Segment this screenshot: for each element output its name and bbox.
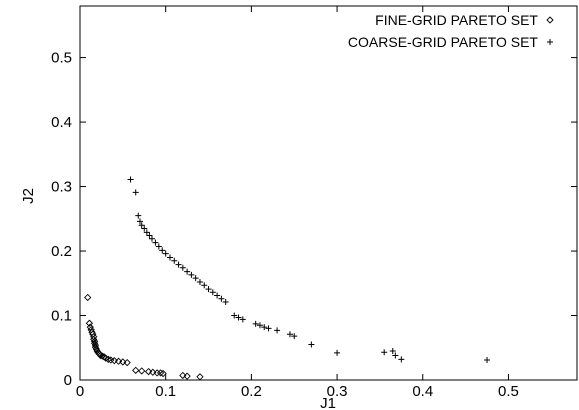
- y-tick-label-4: 0.4: [51, 114, 72, 131]
- fine-point-12: [92, 345, 100, 353]
- x-tick-label-2: 0.2: [241, 383, 262, 400]
- coarse-point-26: [222, 298, 229, 305]
- x-tick-label-1: 0.1: [155, 383, 176, 400]
- y-tick-label-0: 0: [64, 372, 72, 389]
- y-tick-label-2: 0.2: [51, 243, 72, 260]
- y-tick-label-5: 0.5: [51, 50, 72, 67]
- coarse-point-14: [171, 257, 178, 264]
- fine-point-23: [110, 357, 118, 365]
- fine-point-24: [114, 357, 123, 365]
- coarse-point-2: [135, 212, 142, 219]
- coarse-point-3: [136, 218, 143, 225]
- coarse-point-9: [152, 239, 159, 246]
- coarse-point-21: [201, 282, 208, 289]
- coarse-point-36: [291, 333, 298, 340]
- fine-point-36: [196, 373, 204, 381]
- coarse-point-29: [239, 316, 246, 323]
- coarse-point-19: [192, 275, 199, 282]
- coarse-point-34: [274, 327, 281, 334]
- fine-point-9: [90, 339, 99, 347]
- x-tick-label-3: 0.3: [327, 383, 348, 400]
- legend-plus-marker: [547, 39, 553, 45]
- coarse-point-7: [146, 232, 153, 239]
- x-tick-label-4: 0.4: [412, 383, 433, 400]
- coarse-point-27: [231, 312, 238, 319]
- coarse-point-41: [392, 352, 399, 359]
- x-tick-label-0: 0: [76, 383, 84, 400]
- coarse-point-18: [188, 271, 195, 278]
- coarse-point-0: [127, 176, 134, 183]
- coarse-point-11: [159, 247, 166, 254]
- coarse-point-20: [196, 278, 203, 285]
- data-points: [84, 176, 491, 381]
- x-axis-label: J1: [320, 395, 336, 410]
- coarse-point-22: [205, 286, 212, 293]
- series-0: [84, 293, 204, 381]
- fine-point-10: [91, 341, 100, 349]
- coarse-point-42: [398, 356, 405, 363]
- coarse-point-39: [381, 349, 388, 356]
- axis-ticks: 0 0.1 0.2 0.3 0.4 0.5 0 0.1 0.2 0.3 0.4 0.5: [51, 6, 577, 400]
- coarse-point-30: [252, 320, 259, 327]
- coarse-point-37: [308, 341, 315, 348]
- coarse-point-38: [334, 349, 341, 356]
- fine-point-29: [144, 367, 153, 376]
- coarse-point-6: [143, 229, 150, 236]
- coarse-point-5: [141, 225, 148, 232]
- y-axis-label: J2: [20, 188, 37, 204]
- coarse-point-33: [265, 325, 272, 332]
- fine-point-28: [138, 367, 146, 375]
- coarse-point-35: [286, 331, 293, 338]
- legend-marker-fine: [546, 16, 554, 24]
- coarse-point-32: [261, 324, 268, 331]
- coarse-point-8: [148, 235, 155, 242]
- coarse-point-23: [209, 289, 216, 296]
- fine-point-33: [159, 369, 167, 378]
- legend-label-fine: FINE-GRID PARETO SET: [375, 12, 538, 28]
- y-tick-label-3: 0.3: [51, 179, 72, 196]
- coarse-point-1: [132, 189, 139, 196]
- fine-point-32: [156, 369, 165, 377]
- coarse-point-10: [155, 243, 162, 250]
- series-1: [127, 176, 491, 364]
- coarse-point-43: [484, 357, 491, 364]
- fine-point-26: [123, 358, 131, 367]
- coarse-point-40: [389, 347, 396, 354]
- y-tick-label-1: 0.1: [51, 308, 72, 325]
- coarse-point-13: [166, 254, 173, 261]
- fine-point-21: [104, 355, 112, 364]
- fine-point-35: [183, 372, 191, 380]
- coarse-point-28: [235, 314, 242, 321]
- fine-point-0: [84, 293, 92, 302]
- coarse-point-24: [214, 292, 221, 299]
- x-tick-label-5: 0.5: [498, 383, 519, 400]
- fine-point-8: [90, 337, 99, 345]
- fine-point-34: [179, 371, 187, 380]
- legend-marker-coarse: [547, 39, 553, 45]
- coarse-point-17: [184, 268, 191, 275]
- plot-area: [79, 5, 578, 381]
- fine-point-25: [119, 358, 127, 366]
- legend-label-coarse: COARSE-GRID PARETO SET: [348, 34, 539, 50]
- coarse-point-16: [179, 264, 186, 271]
- fine-point-30: [149, 368, 157, 376]
- fine-point-7: [90, 335, 98, 344]
- legend-diamond-marker: [546, 16, 554, 24]
- coarse-point-12: [162, 250, 169, 257]
- coarse-point-4: [138, 222, 145, 229]
- fine-point-17: [96, 351, 105, 360]
- fine-point-27: [132, 366, 140, 374]
- coarse-point-31: [256, 322, 263, 329]
- fine-point-1: [85, 319, 94, 327]
- fine-point-18: [98, 352, 106, 360]
- coarse-point-25: [218, 295, 225, 302]
- coarse-point-15: [175, 261, 182, 268]
- legend: FINE-GRID PARETO SET COARSE-GRID PARETO …: [348, 12, 554, 50]
- fine-point-2: [86, 323, 94, 331]
